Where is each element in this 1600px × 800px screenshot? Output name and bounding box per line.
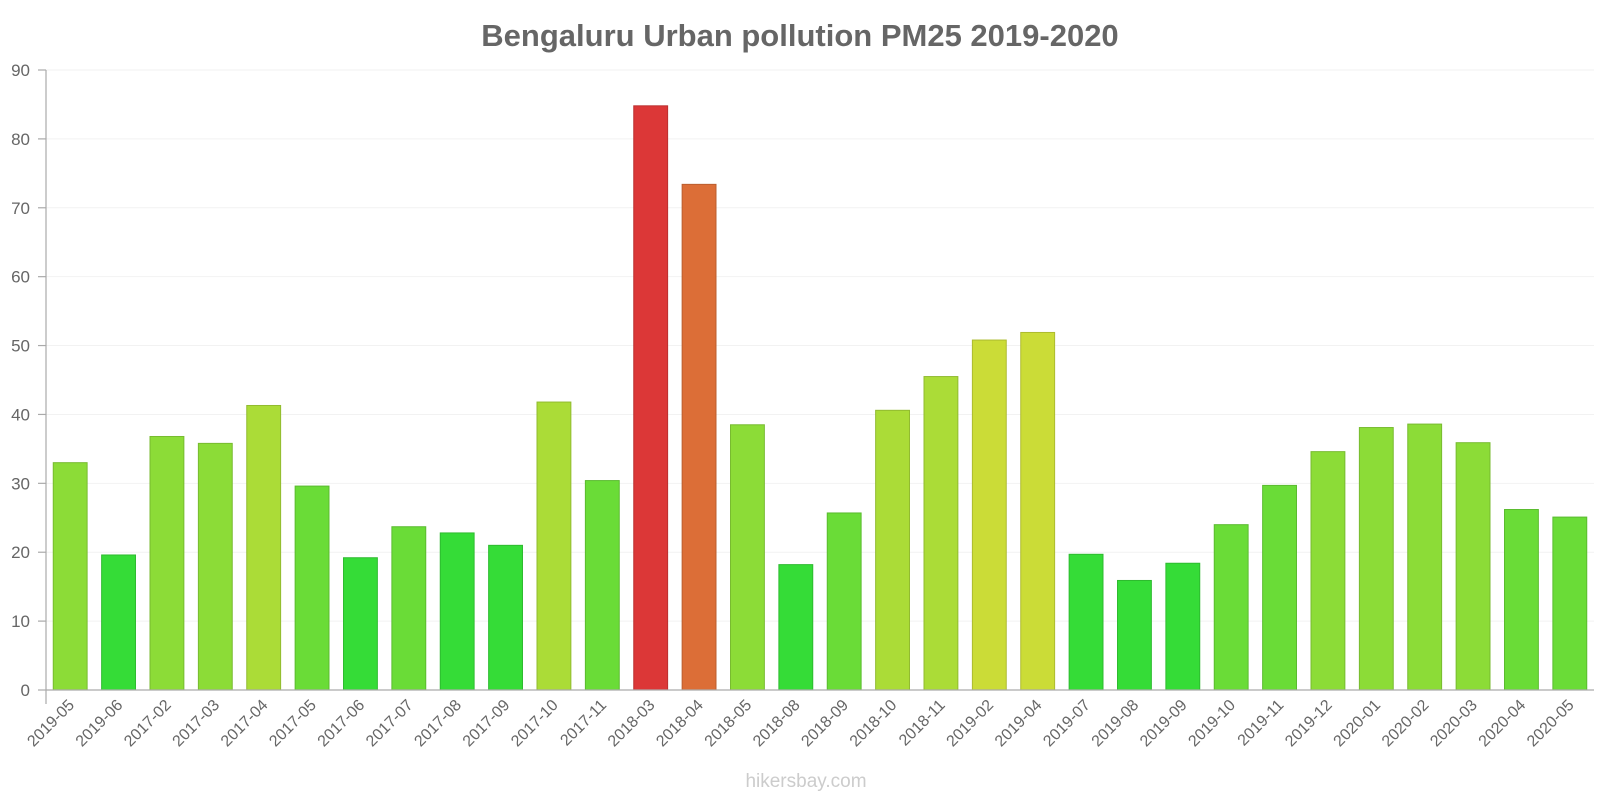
- x-tick-label: 2018-05: [702, 697, 756, 751]
- x-tick-label: 2019-07: [1040, 697, 1094, 751]
- y-tick-label: 90: [11, 61, 30, 80]
- bar-2018-03: [633, 105, 669, 691]
- x-tick-label: 2019-06: [73, 697, 127, 751]
- bar-2019-08: [1117, 579, 1152, 691]
- bar-2019-06: [101, 554, 136, 691]
- bar-2020-05: [1552, 516, 1588, 691]
- x-tick-label: 2019-02: [944, 697, 998, 751]
- bar-2019-11: [1262, 484, 1297, 691]
- bar-2019-12: [1310, 451, 1346, 691]
- x-tick-label: 2019-09: [1137, 697, 1191, 751]
- x-tick-label: 2018-10: [847, 697, 901, 751]
- bar-2018-11: [923, 376, 959, 691]
- bar-2018-04: [681, 183, 717, 691]
- bar-2019-05: [52, 462, 88, 691]
- x-tick-label: 2018-04: [653, 697, 707, 751]
- bar-2019-10: [1213, 524, 1249, 691]
- x-tick-label: 2020-04: [1476, 697, 1530, 751]
- x-tick-label: 2017-10: [508, 697, 562, 751]
- x-tick-label: 2020-02: [1379, 697, 1433, 751]
- bar-2017-11: [584, 480, 620, 691]
- bar-2017-06: [343, 557, 378, 691]
- x-tick-label: 2017-05: [266, 697, 320, 751]
- x-tick-label: 2017-09: [460, 697, 514, 751]
- x-tick-label: 2019-10: [1185, 697, 1239, 751]
- bar-2019-02: [971, 339, 1007, 691]
- bar-2020-01: [1358, 427, 1394, 691]
- bar-2019-09: [1165, 562, 1201, 691]
- x-tick-label: 2018-03: [605, 697, 659, 751]
- x-tick-label: 2017-11: [557, 697, 610, 750]
- x-tick-label: 2019-12: [1282, 697, 1336, 751]
- x-tick-label: 2019-05: [24, 697, 78, 751]
- y-tick-label: 70: [11, 199, 30, 218]
- bar-2017-10: [536, 401, 572, 691]
- x-tick-label: 2020-01: [1331, 697, 1385, 751]
- bar-2018-10: [875, 409, 910, 691]
- y-tick-label: 20: [11, 543, 30, 562]
- x-tick-label: 2018-11: [896, 697, 949, 750]
- bar-2020-02: [1407, 423, 1443, 691]
- watermark: hikersbay.com: [745, 771, 866, 792]
- x-tick-label: 2020-05: [1524, 697, 1578, 751]
- axes: [38, 69, 1594, 704]
- bar-2020-04: [1504, 509, 1539, 691]
- bar-2020-03: [1455, 442, 1491, 691]
- y-tick-label: 50: [11, 337, 30, 356]
- x-tick-label: 2017-08: [411, 697, 465, 751]
- bar-2017-02: [149, 435, 185, 691]
- y-tick-label: 60: [11, 268, 30, 287]
- x-tick-label: 2017-07: [363, 697, 417, 751]
- bar-2017-03: [197, 442, 233, 691]
- x-tick-label: 2019-11: [1235, 697, 1288, 750]
- x-tick-label: 2020-03: [1427, 697, 1481, 751]
- y-tick-label: 10: [11, 612, 30, 631]
- y-tick-label: 40: [11, 405, 30, 424]
- x-tick-label: 2018-08: [750, 697, 804, 751]
- y-tick-label: 80: [11, 130, 30, 149]
- x-tick-label: 2018-09: [798, 697, 852, 751]
- x-tick-label: 2017-04: [218, 697, 272, 751]
- chart-title: Bengaluru Urban pollution PM25 2019-2020: [481, 18, 1118, 53]
- bar-2017-07: [391, 526, 427, 691]
- y-tick-label: 0: [21, 681, 30, 700]
- y-tick-label: 30: [11, 474, 30, 493]
- bars: [52, 105, 1588, 691]
- bar-2019-07: [1068, 553, 1104, 691]
- bar-2017-05: [294, 485, 330, 691]
- x-axis-ticks: 2019-052019-062017-022017-032017-042017-…: [24, 697, 1577, 751]
- x-tick-label: 2017-02: [121, 697, 175, 751]
- bar-2018-08: [778, 564, 814, 691]
- bar-2017-04: [246, 404, 282, 691]
- bar-2017-09: [488, 544, 523, 691]
- x-tick-label: 2017-03: [170, 697, 224, 751]
- y-axis-ticks: 0 10 20 30 40 50 60 70 80 90: [11, 61, 30, 700]
- x-tick-label: 2019-08: [1089, 697, 1143, 751]
- x-tick-label: 2019-04: [992, 697, 1046, 751]
- x-tick-label: 2017-06: [315, 697, 369, 751]
- bar-2018-05: [730, 424, 765, 691]
- bar-2018-09: [826, 512, 862, 691]
- bar-2017-08: [439, 532, 475, 691]
- bar-2019-04: [1020, 331, 1056, 691]
